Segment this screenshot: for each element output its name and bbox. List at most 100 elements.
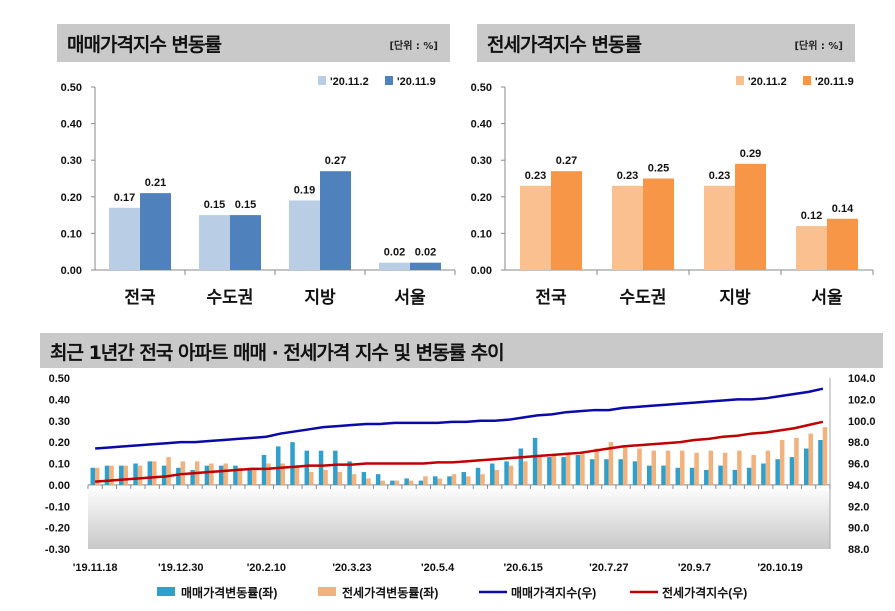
trend-left-tick-label: 0.40 <box>49 394 70 406</box>
trend-right-tick-label: 100.0 <box>848 416 876 428</box>
sale-y-tick-label: 0.30 <box>61 155 82 167</box>
sale-bar <box>140 193 171 270</box>
jeonse-y-tick-label: 0.40 <box>471 119 492 131</box>
jeonse-unit-note: [단위 : %] <box>794 41 843 52</box>
sale-change-bar <box>447 476 452 485</box>
jeonse-change-bar <box>523 461 528 485</box>
jeonse-bar <box>551 171 582 270</box>
jeonse-change-bar <box>722 452 728 485</box>
sale-legend-label: '20.11.9 <box>397 76 436 88</box>
jeonse-data-label: 0.14 <box>832 203 854 215</box>
sale-change-bar <box>689 467 695 485</box>
jeonse-change-bar <box>166 457 171 485</box>
trend-right-tick-label: 92.0 <box>848 501 869 513</box>
sale-change-bar <box>761 463 766 485</box>
trend-chart-title: 최근 1년간 전국 아파트 매매 · 전세가격 지수 및 변동률 추이 <box>50 342 505 364</box>
sale-change-bar <box>104 465 110 485</box>
sale-change-bar <box>647 465 652 485</box>
trend-chart-header: 최근 1년간 전국 아파트 매매 · 전세가격 지수 및 변동률 추이 <box>40 333 883 368</box>
jeonse-change-bar <box>280 463 285 485</box>
jeonse-change-bar <box>737 450 742 485</box>
sale-change-bar <box>147 461 153 485</box>
jeonse-legend-label: '20.11.2 <box>748 76 787 88</box>
jeonse-chart-title: 전세가격지수 변동률 <box>487 34 642 56</box>
sale-legend-swatch <box>385 76 393 85</box>
sale-legend-swatch <box>318 76 326 85</box>
jeonse-change-bar <box>294 465 300 485</box>
sale-change-bar <box>732 469 738 485</box>
jeonse-bar <box>704 185 735 270</box>
sale-change-bar <box>304 450 310 485</box>
sale-change-bar <box>789 457 795 485</box>
jeonse-change-bar <box>480 474 485 485</box>
trend-right-tick-label: 98.0 <box>848 437 869 449</box>
jeonse-change-bar <box>95 467 100 485</box>
sale-data-label: 0.15 <box>235 199 256 211</box>
jeonse-bar <box>643 178 674 270</box>
sale-change-bar <box>532 437 538 485</box>
trend-left-tick-label: -0.20 <box>45 523 70 535</box>
jeonse-change-bar <box>494 469 500 485</box>
sale-category-label: 전국 <box>124 288 156 307</box>
jeonse-change-bar <box>651 450 656 485</box>
jeonse-change-bar <box>209 463 214 485</box>
sale-y-tick-label: 0.40 <box>61 119 82 131</box>
sale-change-bar <box>390 480 395 485</box>
jeonse-y-tick-label: 0.20 <box>471 192 492 204</box>
jeonse-change-bar <box>565 454 571 485</box>
trend-x-tick-label: '20.7.27 <box>589 562 628 574</box>
trend-x-tick-label: '19.11.18 <box>73 562 118 574</box>
jeonse-change-bar <box>508 465 514 485</box>
sale-change-bar <box>176 467 181 485</box>
trend-x-tick-label: '20.10.19 <box>757 562 802 574</box>
trend-right-tick-label: 104.0 <box>848 373 876 385</box>
jeonse-category-label: 수도권 <box>620 288 667 307</box>
sale-index-line <box>95 387 824 450</box>
jeonse-change-bar <box>109 465 114 485</box>
sale-change-bar <box>475 467 481 485</box>
sale-change-bar <box>704 469 709 485</box>
trend-left-tick-label: 0.20 <box>49 437 70 449</box>
sale-bar <box>320 171 351 270</box>
sale-change-bar <box>290 442 295 485</box>
sale-change-bar <box>818 439 823 485</box>
sale-data-label: 0.02 <box>384 247 405 259</box>
sale-change-bar <box>318 450 324 485</box>
jeonse-bar <box>827 218 858 270</box>
trend-legend-label: 매매가격변동률(좌) <box>181 585 277 600</box>
sale-change-bar <box>589 459 595 485</box>
trend-x-tick-label: '20.3.23 <box>332 562 371 574</box>
jeonse-data-label: 0.25 <box>648 163 669 175</box>
sale-change-bar <box>333 450 338 485</box>
sale-change-bar <box>404 478 409 485</box>
sale-change-bar <box>718 465 723 485</box>
jeonse-bar <box>735 163 766 270</box>
sale-y-tick-label: 0.50 <box>61 82 82 94</box>
sale-change-bar <box>204 465 210 485</box>
sale-y-tick-label: 0.20 <box>61 192 82 204</box>
jeonse-change-bar <box>366 478 371 485</box>
jeonse-chart-header: 전세가격지수 변동률 [단위 : %] <box>477 24 855 62</box>
jeonse-bar <box>520 185 551 270</box>
sale-change-bar <box>432 476 438 485</box>
jeonse-change-bar <box>680 450 685 485</box>
jeonse-category-label: 서울 <box>811 288 843 307</box>
jeonse-data-label: 0.27 <box>556 155 577 167</box>
sale-unit-note: [단위 : %] <box>389 41 438 52</box>
jeonse-change-bar <box>337 472 343 485</box>
jeonse-change-bar <box>594 448 599 485</box>
jeonse-change-bar <box>622 446 628 485</box>
trend-legend-swatch <box>318 587 336 596</box>
jeonse-data-label: 0.12 <box>801 210 822 222</box>
jeonse-change-bar <box>137 465 143 485</box>
jeonse-change-bar <box>251 467 257 485</box>
sale-bar <box>230 215 261 270</box>
sale-change-bar <box>490 463 495 485</box>
trend-right-tick-label: 102.0 <box>848 394 876 406</box>
jeonse-change-bar <box>608 442 614 485</box>
jeonse-bar <box>612 185 643 270</box>
jeonse-data-label: 0.23 <box>525 170 546 182</box>
jeonse-change-bar <box>266 463 271 485</box>
sale-change-bar <box>361 472 367 485</box>
sale-change-bar <box>575 454 581 485</box>
